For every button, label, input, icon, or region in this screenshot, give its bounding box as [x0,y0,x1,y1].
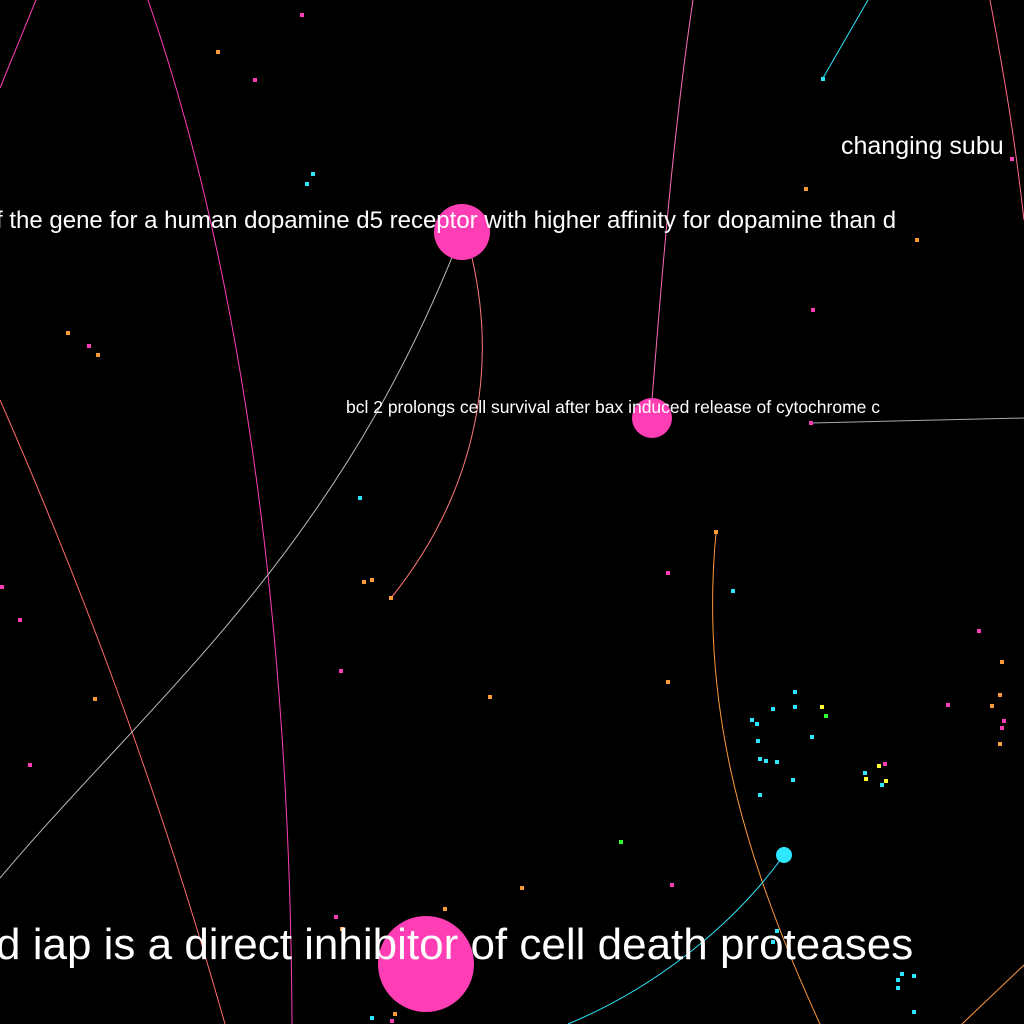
node-dot[interactable] [311,172,315,176]
node-dot[interactable] [1010,157,1014,161]
node-dot[interactable] [863,771,867,775]
node-dot[interactable] [370,578,374,582]
label-changing: changing subu [841,132,1004,160]
node-dot[interactable] [755,722,759,726]
node-dot[interactable] [390,1019,394,1023]
node-dot[interactable] [880,783,884,787]
node-dot[interactable] [883,762,887,766]
node-dot[interactable] [334,915,338,919]
edge-curve [989,0,1024,221]
node-dopamine[interactable] [434,204,490,260]
node-dot[interactable] [771,707,775,711]
node-bcl2[interactable] [632,398,672,438]
node-dot[interactable] [884,779,888,783]
small-nodes [0,13,1014,1023]
edge-curve [651,0,694,401]
node-dot[interactable] [87,344,91,348]
node-dot[interactable] [1000,660,1004,664]
node-dot[interactable] [731,589,735,593]
edge-curve [822,0,869,79]
edge-curve [0,399,226,1024]
label-bcl2: bcl 2 prolongs cell survival after bax i… [346,397,880,417]
node-dot[interactable] [93,697,97,701]
node-dot[interactable] [362,580,366,584]
edge-curve [390,257,483,599]
node-dot[interactable] [915,238,919,242]
edge-curve [811,417,1024,424]
node-dot[interactable] [977,629,981,633]
node-dot[interactable] [793,705,797,709]
hub-nodes [378,204,792,1012]
node-dot[interactable] [750,718,754,722]
node-dot[interactable] [775,929,779,933]
node-dot[interactable] [1002,719,1006,723]
node-dot[interactable] [389,596,393,600]
node-dot[interactable] [670,883,674,887]
node-dot[interactable] [998,742,1002,746]
edge-curve [0,249,456,879]
node-dot[interactable] [764,759,768,763]
node-dot[interactable] [0,585,4,589]
node-dot[interactable] [990,704,994,708]
edge-curve [567,854,785,1024]
node-dot[interactable] [96,353,100,357]
node-dot[interactable] [998,693,1002,697]
node-dot[interactable] [520,886,524,890]
edge-curve [147,0,293,1024]
node-dot[interactable] [339,669,343,673]
node-dot[interactable] [877,764,881,768]
node-dot[interactable] [253,78,257,82]
node-dot[interactable] [804,187,808,191]
node-dot[interactable] [912,974,916,978]
node-dot[interactable] [946,703,950,707]
node-dot[interactable] [393,1012,397,1016]
node-dot[interactable] [809,421,813,425]
node-dot[interactable] [666,680,670,684]
node-dot[interactable] [28,763,32,767]
node-dot[interactable] [810,735,814,739]
label-iap: d iap is a direct inhibitor of cell deat… [0,920,913,969]
node-dot[interactable] [758,793,762,797]
node-dot[interactable] [756,739,760,743]
node-dot[interactable] [619,840,623,844]
node-dot[interactable] [666,571,670,575]
node-dot[interactable] [66,331,70,335]
node-dot[interactable] [714,530,718,534]
node-dot[interactable] [370,1016,374,1020]
label-dopamine: f the gene for a human dopamine d5 recep… [0,207,896,234]
node-dot[interactable] [811,308,815,312]
node-dot[interactable] [900,972,904,976]
node-dot[interactable] [305,182,309,186]
node-dot[interactable] [1000,726,1004,730]
node-dot[interactable] [340,927,344,931]
node-dot[interactable] [791,778,795,782]
node-dot[interactable] [912,1010,916,1014]
node-dot[interactable] [896,986,900,990]
node-dot[interactable] [18,618,22,622]
node-dot[interactable] [864,777,868,781]
node-dot[interactable] [758,757,762,761]
node-dot[interactable] [771,940,775,944]
node-dot[interactable] [300,13,304,17]
node-dot[interactable] [443,907,447,911]
node-dot[interactable] [821,77,825,81]
node-dot[interactable] [488,695,492,699]
node-dot[interactable] [216,50,220,54]
edge-curve [961,964,1024,1024]
node-dot[interactable] [793,690,797,694]
node-cyan-hub[interactable] [776,847,792,863]
node-dot[interactable] [824,714,828,718]
edge-curve [0,0,37,89]
node-dot[interactable] [775,760,779,764]
node-dot[interactable] [896,978,900,982]
node-dot[interactable] [358,496,362,500]
node-dot[interactable] [820,705,824,709]
node-iap[interactable] [378,916,474,1012]
node-labels: f the gene for a human dopamine d5 recep… [0,132,1004,969]
edge-curve [712,532,821,1024]
